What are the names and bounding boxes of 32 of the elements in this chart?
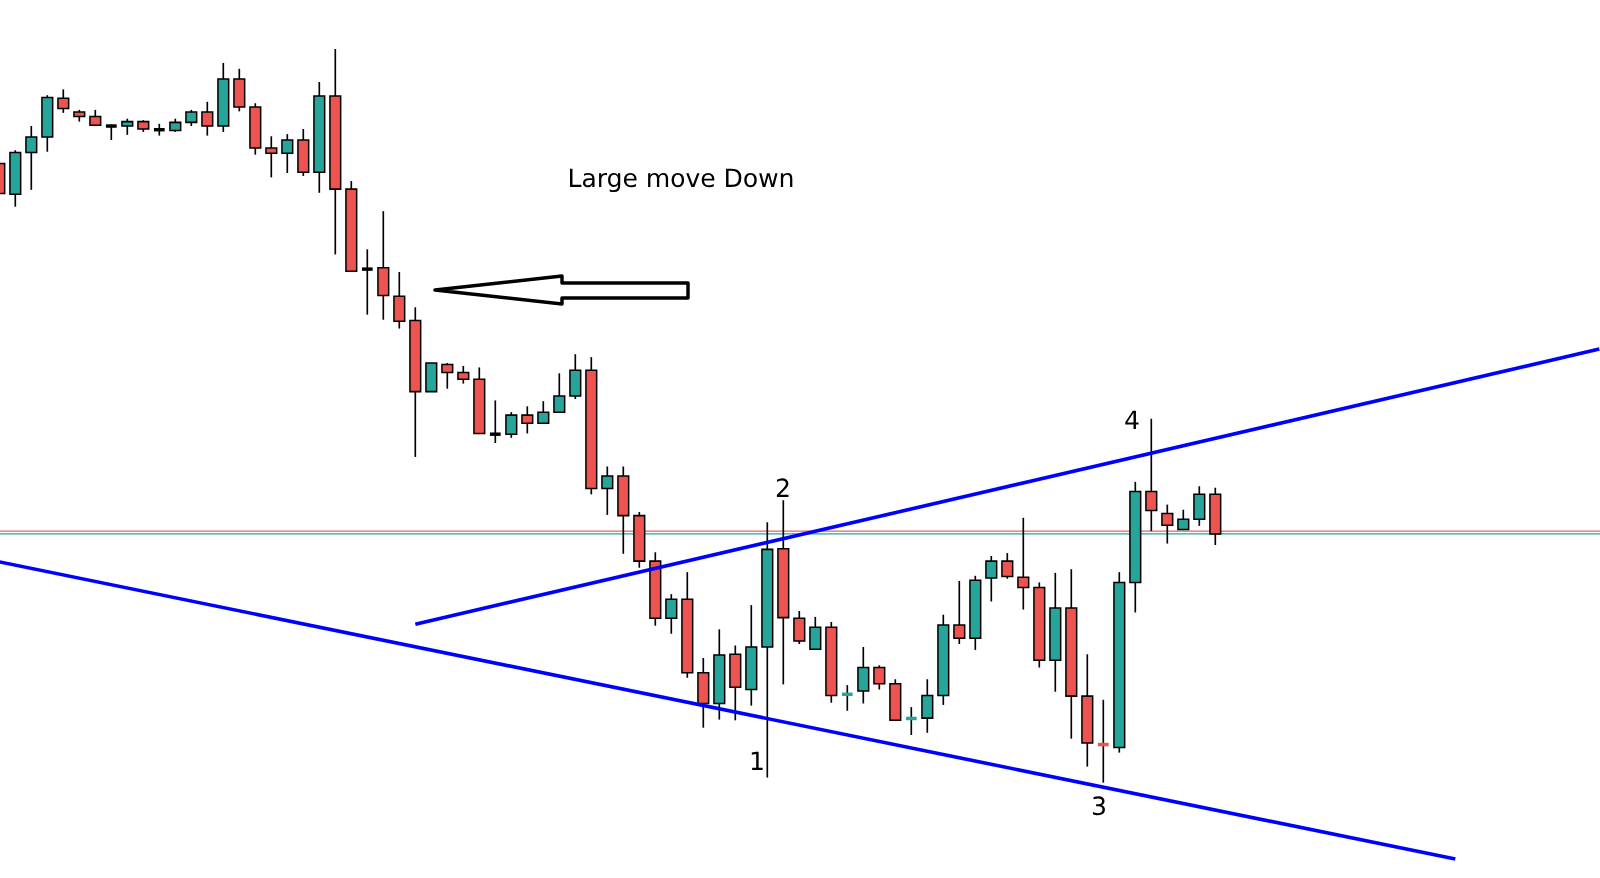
candlestick bbox=[104, 123, 117, 141]
candlestick bbox=[521, 405, 534, 435]
candlestick bbox=[505, 411, 518, 439]
text: 3 bbox=[1092, 796, 1105, 816]
candlestick bbox=[1145, 417, 1158, 532]
candlestick bbox=[809, 616, 822, 651]
candlestick bbox=[265, 135, 278, 179]
candlestick bbox=[25, 125, 38, 191]
candlestick bbox=[360, 248, 373, 316]
candlestick bbox=[665, 593, 678, 635]
candlestick bbox=[601, 465, 614, 516]
annotation: 4 bbox=[1125, 410, 1139, 429]
candlestick bbox=[441, 362, 454, 390]
candlestick bbox=[1161, 503, 1174, 545]
candlestick bbox=[537, 400, 550, 425]
candlestick bbox=[1017, 516, 1030, 611]
candlestick bbox=[553, 372, 566, 414]
annotation: 1 bbox=[751, 751, 763, 770]
annotation: Large move Down bbox=[570, 168, 793, 193]
candlestick bbox=[921, 678, 934, 734]
candlestick bbox=[201, 100, 214, 137]
candlestick bbox=[793, 610, 806, 645]
candlestick bbox=[57, 88, 70, 114]
candlestick bbox=[488, 399, 501, 444]
candlestick bbox=[873, 664, 886, 691]
annotation: 2 bbox=[776, 478, 789, 497]
candlestick bbox=[1177, 508, 1190, 531]
candlestick bbox=[281, 133, 294, 174]
candlestick bbox=[1001, 552, 1014, 580]
candlestick bbox=[985, 555, 998, 603]
candlestick bbox=[953, 580, 966, 645]
candlestick bbox=[857, 646, 870, 705]
